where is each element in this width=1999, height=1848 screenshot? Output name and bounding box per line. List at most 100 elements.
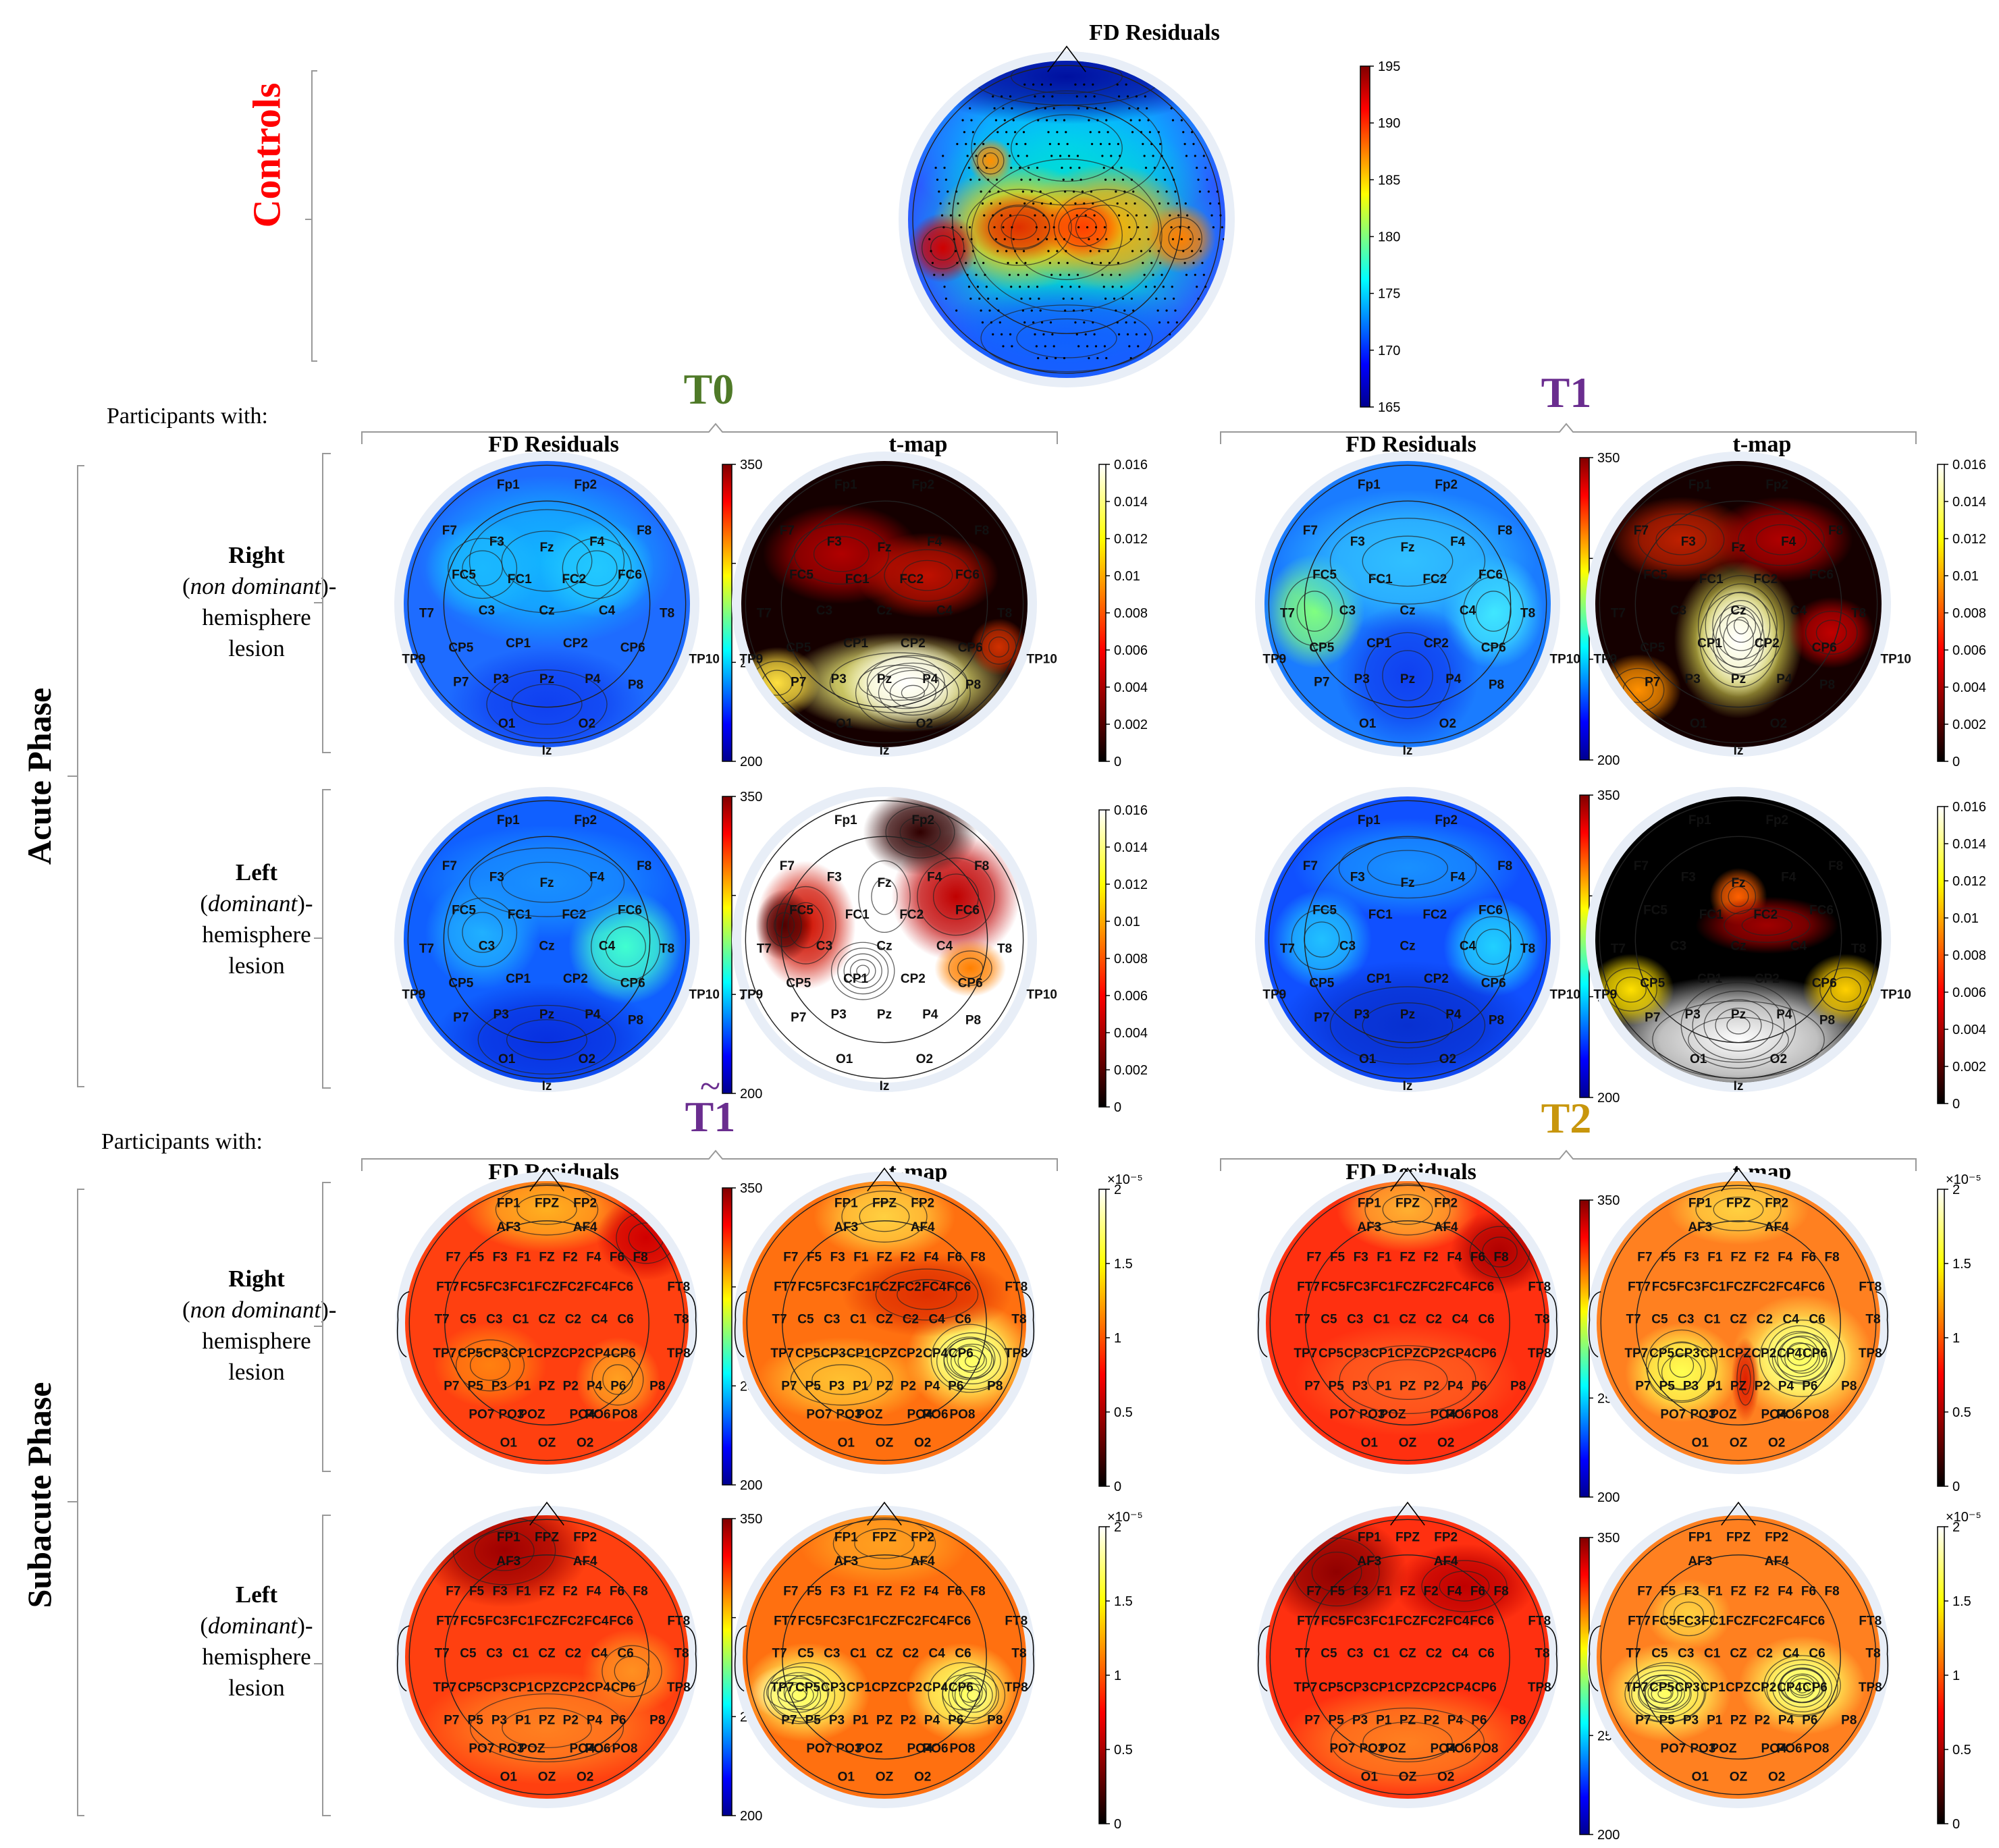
electrode-po7: PO7 <box>1660 1741 1686 1756</box>
subacute-left-t2-fd-colorbar: 350300250200 <box>1579 1531 1620 1843</box>
electrode-f5: F5 <box>807 1584 822 1598</box>
colorbar-tick: 200 <box>740 1478 762 1493</box>
colorbar-tick: 0.008 <box>1952 606 1986 621</box>
colorbar-tick: 350 <box>740 790 762 805</box>
electrode-af3: AF3 <box>834 1554 858 1569</box>
colorbar-tick: 200 <box>740 755 762 769</box>
electrode-f5: F5 <box>469 1250 485 1264</box>
electrode-cp6: CP6 <box>1812 641 1837 655</box>
electrode-po7: PO7 <box>1329 1741 1355 1756</box>
electrode-c5: C5 <box>1321 1313 1337 1327</box>
electrode-fp1: FP1 <box>834 1531 858 1545</box>
electrode-af3: AF3 <box>496 1554 521 1569</box>
electrode-fc2: FC2 <box>1420 1280 1445 1294</box>
electrode-fc3: FC3 <box>485 1614 510 1628</box>
electrode-fc4: FC4 <box>922 1280 947 1294</box>
electrode-fc1: FC1 <box>508 908 532 922</box>
colorbar-tick: 0.014 <box>1952 495 1986 510</box>
electrode-f6: F6 <box>610 1584 624 1598</box>
colorbar-tick: 0.01 <box>1952 569 1979 584</box>
electrode-c2: C2 <box>903 1647 919 1661</box>
electrode-f8: F8 <box>1825 1584 1840 1598</box>
electrode-po8: PO8 <box>1472 1407 1498 1421</box>
electrode-ft7: FT7 <box>436 1280 459 1294</box>
electrode-t8: T8 <box>997 607 1012 621</box>
electrode-fc5: FC5 <box>1643 568 1668 582</box>
electrode-fpz: FPZ <box>872 1531 897 1545</box>
colorbar-tick: 0.004 <box>1952 680 1986 695</box>
electrode-f1: F1 <box>1707 1250 1723 1264</box>
electrode-p7: P7 <box>1645 675 1660 689</box>
electrode-o1: O1 <box>1692 1436 1709 1450</box>
electrode-f3: F3 <box>1681 535 1696 549</box>
electrode-af4: AF4 <box>1765 1554 1789 1569</box>
electrode-tp7: TP7 <box>1624 1681 1648 1695</box>
electrode-cpz: CPZ <box>1726 1681 1751 1695</box>
electrode-cp1: CP1 <box>506 972 531 986</box>
electrode-f8: F8 <box>637 859 651 873</box>
electrode-p8: P8 <box>987 1379 1003 1393</box>
electrode-f4: F4 <box>589 535 605 549</box>
electrode-po3: PO3 <box>1690 1741 1715 1756</box>
electrode-c4: C4 <box>1783 1647 1800 1661</box>
electrode-cp5: CP5 <box>786 977 811 991</box>
electrode-c6: C6 <box>955 1647 971 1661</box>
electrode-p7: P7 <box>781 1379 797 1393</box>
electrode-cp6: CP6 <box>949 1681 974 1695</box>
subacute-right-t1-tmap-colorbar: 2 1.5 1 0.5 0 ×10⁻⁵ <box>1098 1172 1143 1494</box>
electrode-f2: F2 <box>563 1250 578 1264</box>
bracket-t1-tilde <box>361 1149 1058 1171</box>
electrode-o2: O2 <box>579 1052 595 1066</box>
electrode-p2: P2 <box>1755 1379 1770 1393</box>
electrode-fp1: Fp1 <box>1688 813 1711 827</box>
electrode-c4: C4 <box>929 1647 946 1661</box>
electrode-fp2: FP2 <box>1765 1197 1788 1211</box>
electrode-f8: F8 <box>1494 1584 1509 1598</box>
electrode-p7: P7 <box>453 675 469 689</box>
electrode-ft8: FT8 <box>1859 1614 1882 1628</box>
electrode-po6: PO6 <box>923 1407 949 1421</box>
electrode-p3: P3 <box>491 1379 507 1393</box>
electrode-cp6: CP6 <box>1472 1347 1497 1361</box>
electrode-fp2: FP2 <box>573 1197 597 1211</box>
electrode-fc5: FC5 <box>798 1614 822 1628</box>
electrode-f1: F1 <box>853 1584 869 1598</box>
electrode-fp2: Fp2 <box>574 478 597 492</box>
timepoint-t0: T0 <box>683 365 735 413</box>
electrode-cz: CZ <box>1399 1647 1416 1661</box>
colorbar-tick: 0.014 <box>1114 840 1148 855</box>
bracket-t0 <box>361 423 1058 444</box>
electrode-fc2: FC2 <box>897 1280 922 1294</box>
electrode-fp2: Fp2 <box>1435 478 1458 492</box>
colorbar-tick: 1.5 <box>1114 1257 1133 1272</box>
electrode-p8: P8 <box>649 1379 665 1393</box>
electrode-c6: C6 <box>1809 1313 1825 1327</box>
electrode-o1: O1 <box>500 1436 518 1450</box>
electrode-f3: F3 <box>1350 535 1365 549</box>
electrode-p5: P5 <box>468 1379 484 1393</box>
electrode-p1: P1 <box>515 1713 531 1727</box>
electrode-fc2: FC2 <box>562 908 586 922</box>
electrode-p8: P8 <box>1489 1014 1504 1028</box>
electrode-fp1: Fp1 <box>1358 813 1381 827</box>
electrode-fz: FZ <box>539 1584 555 1598</box>
colorbar-tick: 180 <box>1378 230 1400 245</box>
electrode-p8: P8 <box>1510 1379 1526 1393</box>
colorbar-tick: 2 <box>1114 1520 1121 1535</box>
electrode-f3: F3 <box>827 871 842 885</box>
electrode-c4: C4 <box>936 939 953 953</box>
electrode-cp2: CP2 <box>1751 1347 1776 1361</box>
electrode-c3: C3 <box>1347 1313 1363 1327</box>
electrode-fc2: FC2 <box>562 572 586 587</box>
electrode-cp5: CP5 <box>1649 1347 1674 1361</box>
electrode-f7: F7 <box>1306 1584 1321 1598</box>
electrode-fcz: FCZ <box>535 1280 560 1294</box>
electrode-p5: P5 <box>805 1379 822 1393</box>
electrode-po8: PO8 <box>1803 1407 1829 1421</box>
controls-colorbar: 195 190 185 180 175 170 165 <box>1360 59 1400 415</box>
electrode-cp6: CP6 <box>949 1347 974 1361</box>
electrode-c1: C1 <box>512 1647 529 1661</box>
electrode-tp8: TP8 <box>1859 1681 1882 1695</box>
